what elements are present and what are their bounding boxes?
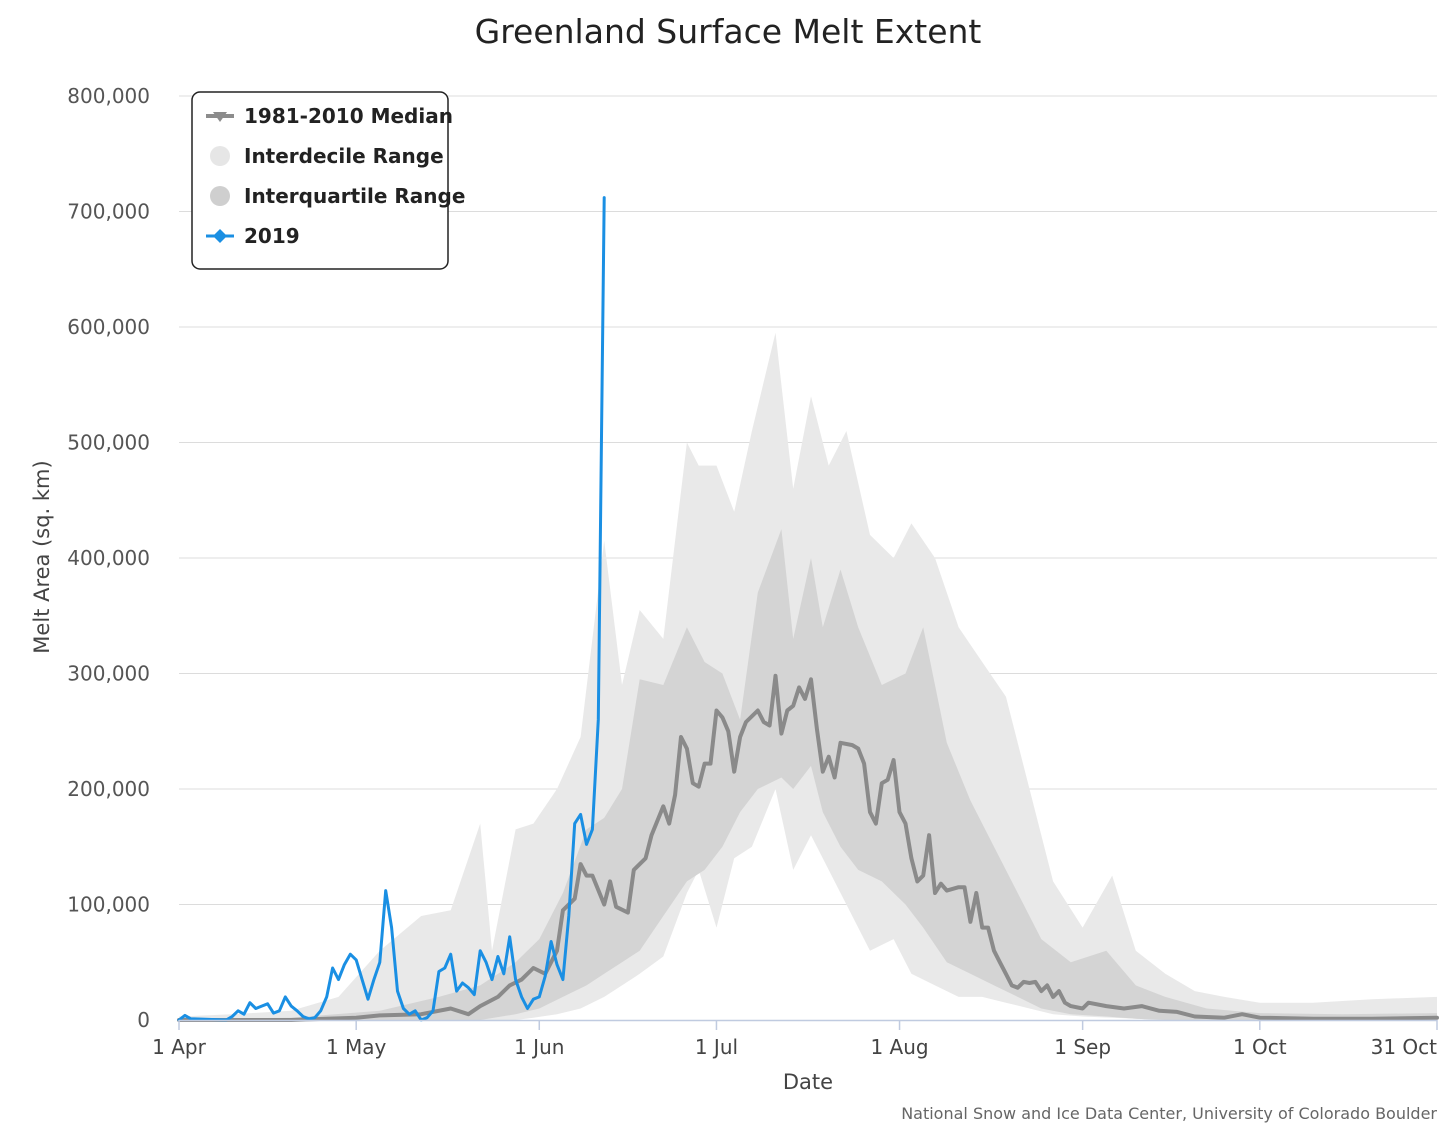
- y-axis-label: Melt Area (sq. km): [30, 460, 54, 653]
- x-tick-label: 1 Apr: [152, 1035, 206, 1059]
- diamond-icon: [213, 229, 227, 243]
- range-bands: [179, 332, 1437, 1020]
- y-tick-label: 100,000: [67, 893, 150, 917]
- chart-credit: National Snow and Ice Data Center, Unive…: [901, 1104, 1437, 1123]
- legend-label: 1981-2010 Median: [244, 104, 453, 128]
- legend-item-interquartile-range[interactable]: Interquartile Range: [210, 184, 465, 208]
- y-tick-label: 700,000: [67, 200, 150, 224]
- legend-item-1981-2010-median[interactable]: 1981-2010 Median: [206, 104, 453, 128]
- y-tick-label: 500,000: [67, 431, 150, 455]
- circle-icon: [210, 146, 230, 166]
- y-tick-label: 0: [137, 1008, 150, 1032]
- line-1981-2010-median: [177, 673, 1439, 1022]
- legend-label: Interquartile Range: [244, 184, 465, 208]
- legend: 1981-2010 Median Interdecile Range Interqu…: [191, 91, 465, 270]
- legend-item-2019[interactable]: 2019: [206, 224, 300, 248]
- y-tick-label: 600,000: [67, 315, 150, 339]
- axes: 0 100,000 200,000 300,000 400,000 500,000 600,…: [67, 84, 1438, 1059]
- circle-icon: [210, 186, 230, 206]
- triangle-icon: [213, 112, 227, 122]
- x-axis-label: Date: [783, 1070, 833, 1094]
- x-tick-label: 1 Aug: [870, 1035, 928, 1059]
- line-2019: [177, 196, 606, 1022]
- y-tick-label: 800,000: [67, 84, 150, 108]
- x-tick-label: 1 Oct: [1233, 1035, 1287, 1059]
- legend-label: Interdecile Range: [244, 144, 444, 168]
- x-tick-label: 1 Sep: [1054, 1035, 1111, 1059]
- band-interquartile-range: [179, 529, 1437, 1020]
- series-lines: [177, 196, 1439, 1022]
- legend-item-interdecile-range[interactable]: Interdecile Range: [210, 144, 444, 168]
- y-tick-label: 400,000: [67, 546, 150, 570]
- x-tick-label: 1 Jun: [514, 1035, 564, 1059]
- x-tick-label: 1 Jul: [695, 1035, 738, 1059]
- y-tick-label: 300,000: [67, 662, 150, 686]
- chart-title: Greenland Surface Melt Extent: [475, 12, 982, 51]
- legend-box: [191, 91, 449, 270]
- y-tick-label: 200,000: [67, 777, 150, 801]
- legend-label: 2019: [244, 224, 300, 248]
- x-tick-label: 1 May: [326, 1035, 387, 1059]
- x-tick-label: 31 Oct: [1371, 1035, 1438, 1059]
